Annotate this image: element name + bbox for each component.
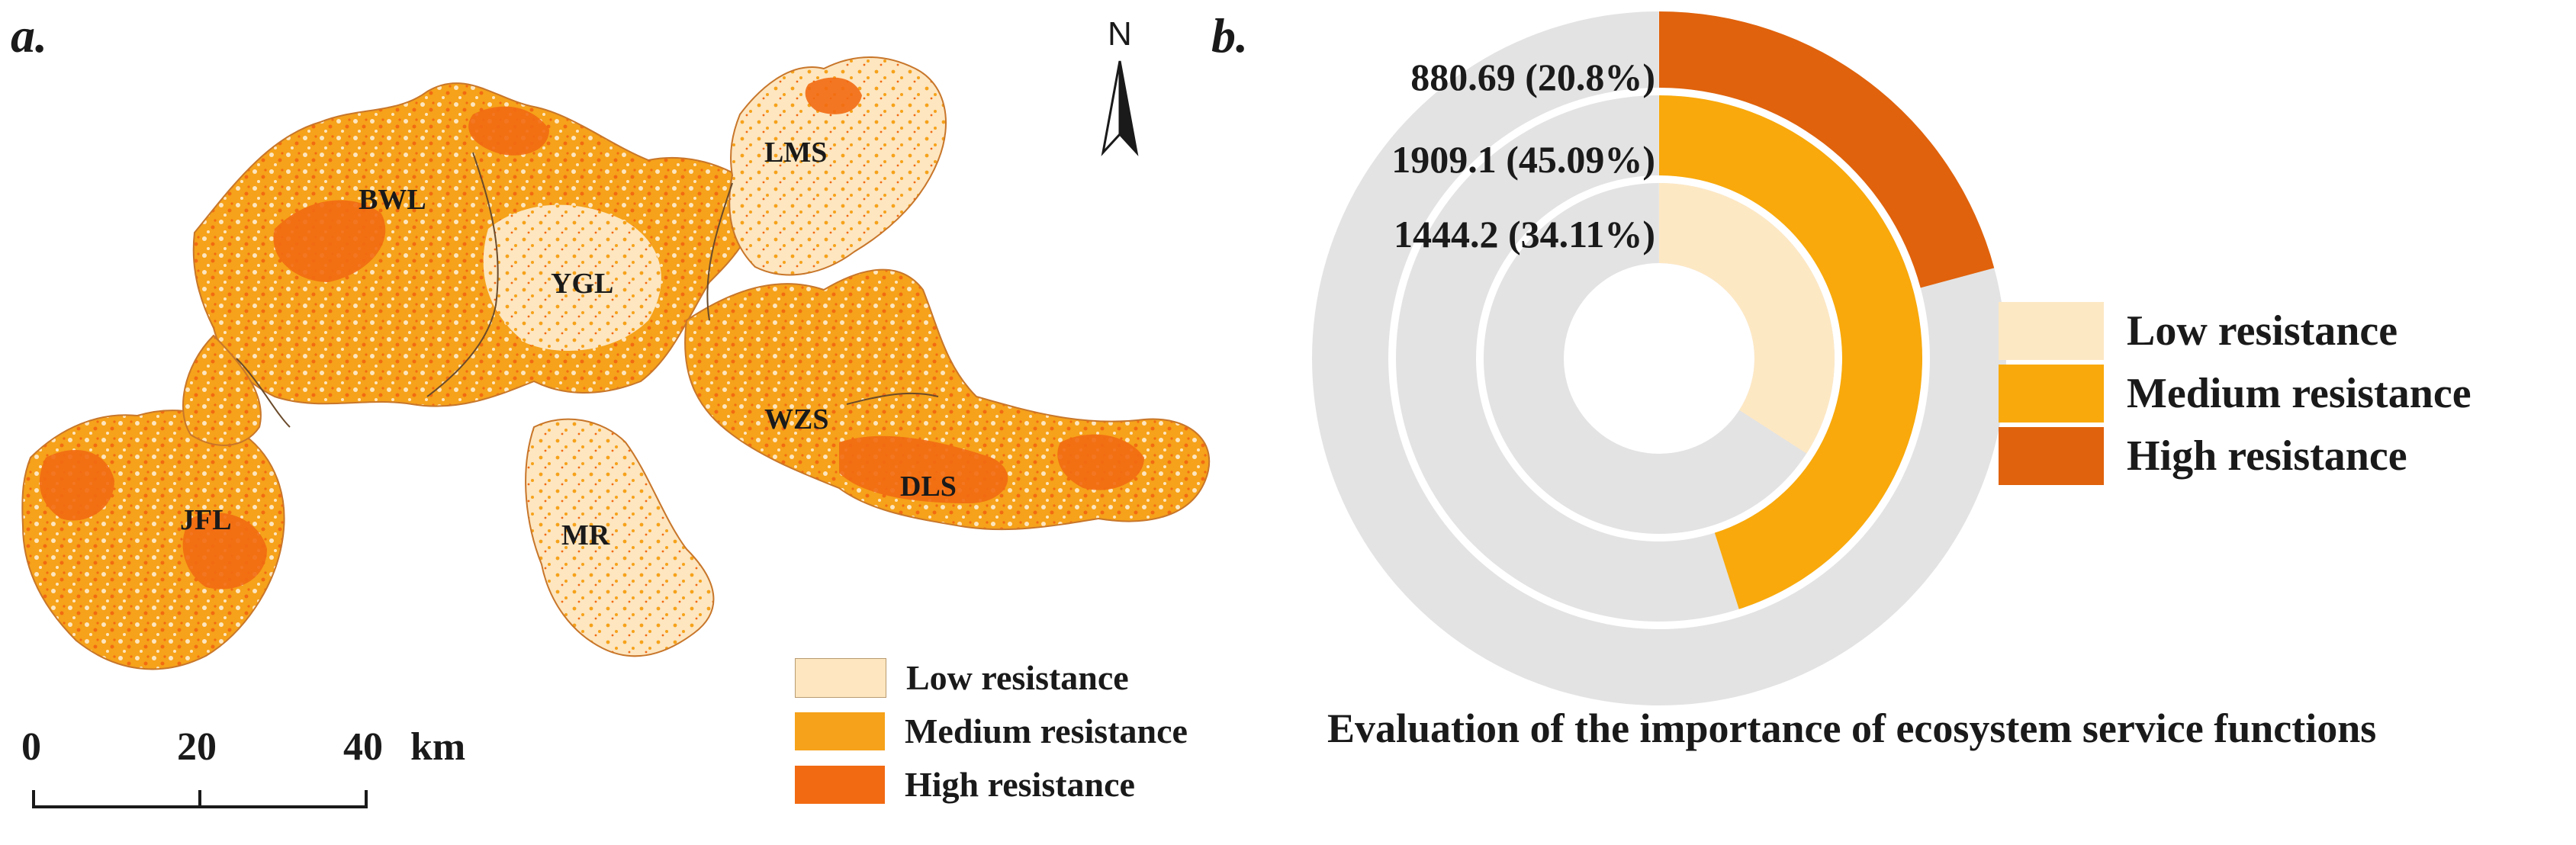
- ring-arc-low-resistance: [1659, 183, 1835, 454]
- scale-unit: km: [410, 725, 466, 769]
- high-resistance-patch: [273, 200, 386, 282]
- map-label-wzs: WZS: [764, 403, 829, 435]
- chart-legend-low-swatch: [1999, 302, 2104, 360]
- map-label-ygl: YGL: [551, 268, 614, 300]
- map-label-jfl: JFL: [180, 504, 232, 536]
- chart-legend-medium-label: Medium resistance: [2127, 370, 2471, 417]
- map-legend-medium-label: Medium resistance: [905, 712, 1188, 750]
- chart-legend-medium-swatch: [1999, 365, 2104, 422]
- map-region-ygl: [483, 204, 661, 351]
- map-legend-high-label: High resistance: [905, 765, 1135, 804]
- county-boundary: [846, 392, 939, 405]
- scale-tick-0: 0: [21, 725, 41, 769]
- chart-legend-high: High resistance: [1999, 427, 2407, 485]
- ring-label-high: 880.69 (20.8%): [1410, 56, 1655, 98]
- map-label-dls: DLS: [900, 471, 957, 503]
- map-legend-low-swatch: [795, 657, 886, 698]
- scale-tick-20: 20: [177, 725, 217, 769]
- chart-legend-high-label: High resistance: [2127, 432, 2407, 480]
- panel-b-label: b.: [1211, 8, 1248, 63]
- resistance-map: [21, 56, 1211, 808]
- map-label-lms: LMS: [764, 137, 828, 169]
- county-boundary: [236, 358, 291, 428]
- high-resistance-patch: [468, 106, 549, 156]
- chart-legend-low-label: Low resistance: [2127, 307, 2398, 355]
- high-resistance-patch: [1057, 434, 1144, 490]
- panel-a-label: a.: [11, 8, 47, 63]
- map-legend-low: Low resistance: [795, 657, 1129, 698]
- chart-legend-medium: Medium resistance: [1999, 365, 2471, 422]
- high-resistance-patch: [39, 450, 114, 521]
- ring-arc-high-resistance: [1659, 11, 1995, 288]
- scale-tick-40: 40: [343, 725, 383, 769]
- chart-legend-high-swatch: [1999, 427, 2104, 485]
- north-arrow-icon: [1101, 60, 1139, 156]
- map-legend-medium: Medium resistance: [795, 711, 1188, 751]
- ring-arc-medium-resistance: [1659, 95, 1922, 609]
- map-label-mr: MR: [561, 519, 610, 551]
- county-boundary: [706, 182, 733, 321]
- map-legend-medium-swatch: [795, 712, 885, 750]
- ring-chart: [1312, 11, 2006, 706]
- high-resistance-patch: [805, 77, 862, 114]
- scale-bar: [32, 790, 368, 808]
- map-region-connector: [182, 334, 262, 446]
- chart-legend-low: Low resistance: [1999, 302, 2398, 360]
- map-region-mr: [525, 418, 715, 657]
- map-legend-low-label: Low resistance: [906, 658, 1129, 697]
- map-legend-high: High resistance: [795, 764, 1135, 805]
- map-label-bwl: BWL: [359, 184, 426, 216]
- map-legend-high-swatch: [795, 765, 885, 804]
- map-region-lms: [728, 56, 947, 276]
- high-resistance-patch: [839, 435, 1008, 503]
- north-label: N: [1108, 15, 1132, 53]
- ring-label-medium: 1909.1 (45.09%): [1391, 138, 1655, 181]
- high-resistance-patch: [182, 512, 267, 590]
- chart-caption: Evaluation of the importance of ecosyste…: [1327, 705, 2377, 751]
- ring-label-low: 1444.2 (34.11%): [1393, 213, 1655, 255]
- county-boundary: [426, 152, 499, 397]
